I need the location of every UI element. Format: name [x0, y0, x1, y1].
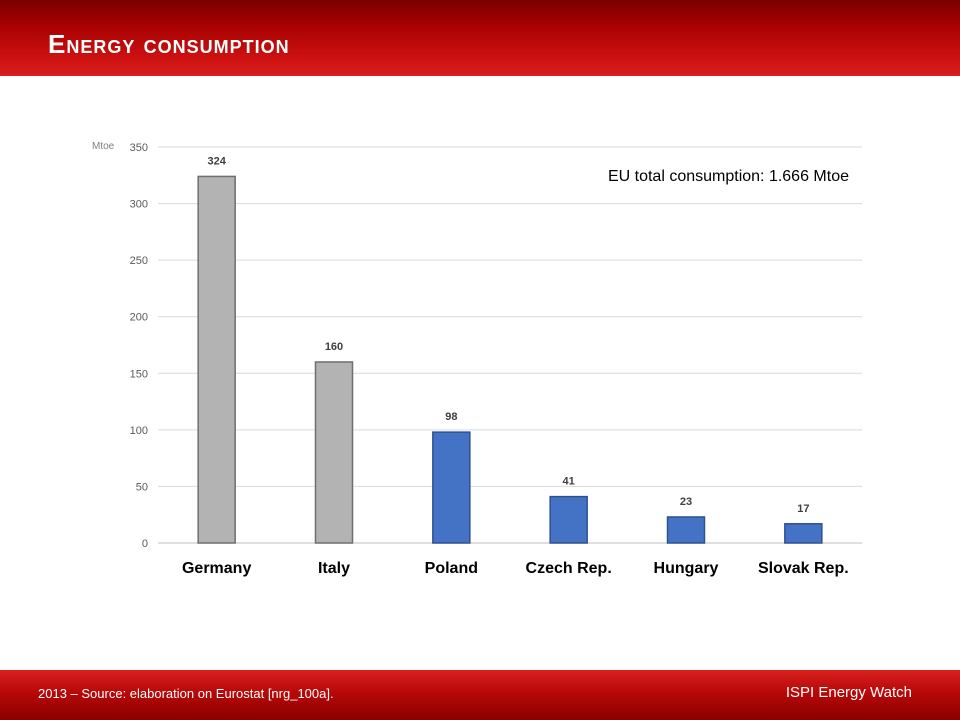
y-tick-label: 50: [136, 481, 148, 493]
y-axis-unit: Mtoe: [92, 141, 115, 152]
bar: [666, 516, 706, 544]
x-tick-label: Slovak Rep.: [758, 560, 849, 577]
data-label: 41: [563, 476, 575, 488]
x-tick-label: Czech Rep.: [526, 560, 612, 577]
y-tick-label: 100: [130, 425, 148, 437]
bar: [549, 495, 588, 544]
x-tick-label: Hungary: [654, 560, 719, 577]
footer-brand: ISPI Energy Watch: [785, 684, 912, 701]
data-label: 23: [680, 496, 692, 508]
y-tick-label: 150: [130, 368, 148, 380]
bar: [432, 431, 471, 544]
footer-source: 2013 – Source: elaboration on Eurostat […: [38, 686, 334, 701]
x-tick-label: Germany: [182, 560, 251, 577]
data-label: 17: [797, 503, 809, 515]
y-tick-label: 250: [130, 255, 148, 267]
x-tick-label: Italy: [318, 560, 350, 577]
bar: [197, 175, 236, 544]
data-label: 160: [325, 341, 343, 353]
bar: [314, 361, 354, 544]
y-tick-label: 200: [130, 312, 148, 324]
eu-total-annotation: EU total consumption: 1.666 Mtoe: [608, 168, 849, 185]
data-label: 98: [445, 411, 457, 423]
data-label: 324: [207, 155, 226, 167]
page-title: Energy consumption: [48, 29, 290, 59]
bar: [784, 523, 823, 544]
x-tick-label: Poland: [425, 560, 478, 577]
header-bar: [0, 0, 960, 76]
y-tick-label: 300: [130, 199, 148, 211]
y-tick-label: 0: [142, 538, 148, 550]
footer-bar: [0, 670, 960, 720]
y-tick-label: 350: [130, 142, 148, 154]
